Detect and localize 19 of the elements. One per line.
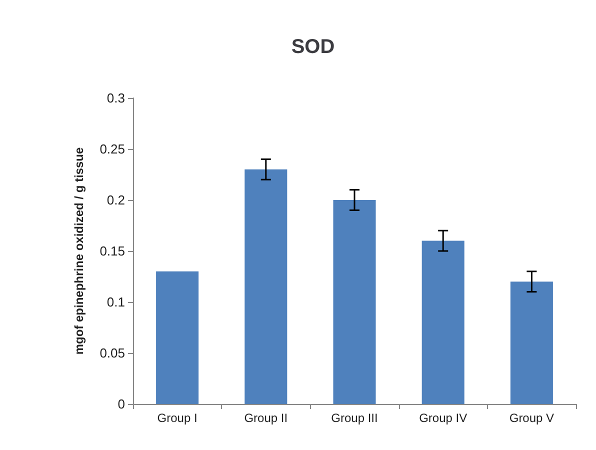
x-tick-label: Group V [509,411,554,425]
bar [422,240,464,404]
y-tick-label: 0.25 [100,142,125,156]
bar [333,200,376,404]
x-tick-label: Group II [244,411,288,425]
bar [156,271,199,404]
chart-title: SOD [291,36,335,58]
y-axis-title: mgof epinephrine oxidized / g tissue [72,146,86,355]
bar [244,169,288,404]
x-tick-label: Group III [331,411,378,425]
x-tick-label: Group I [157,411,198,425]
y-tick-label: 0.15 [100,244,125,258]
y-tick-label: 0.3 [106,90,125,106]
y-tick-label: 0.05 [100,346,125,360]
y-tick-label: 0 [118,396,125,412]
y-tick-label: 0.1 [106,294,125,310]
bar [510,282,553,404]
x-tick-label: Group IV [419,411,468,425]
y-tick-label: 0.2 [106,192,125,208]
